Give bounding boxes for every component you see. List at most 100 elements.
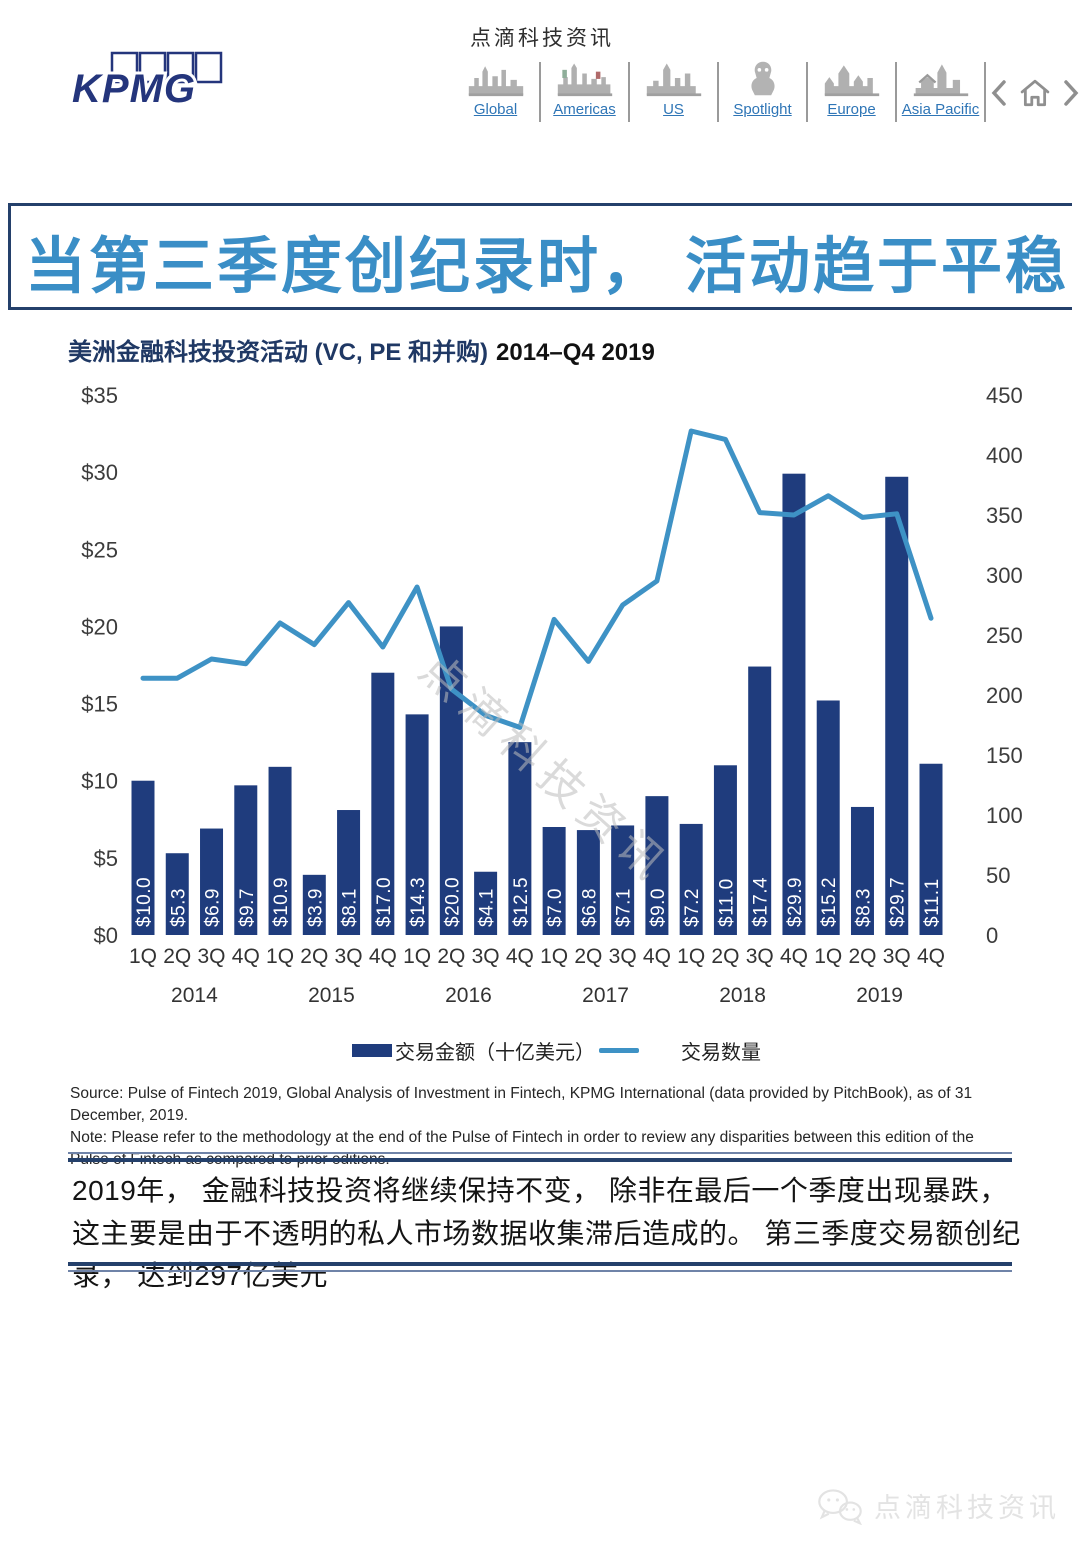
chevron-right-icon[interactable] [1060,78,1080,108]
svg-text:$14.3: $14.3 [408,877,429,927]
svg-text:$9.7: $9.7 [237,888,258,927]
svg-text:$20.0: $20.0 [442,877,463,927]
nav-label-global: Global [473,101,518,118]
home-icon[interactable] [1018,78,1052,108]
svg-text:$8.3: $8.3 [853,888,874,927]
us-skyline-icon [646,63,701,97]
svg-text:50: 50 [986,863,1010,888]
nav-label-americas: Americas [553,101,616,118]
nav-label-us: US [663,101,684,118]
svg-text:200: 200 [986,683,1023,708]
svg-text:150: 150 [986,743,1023,768]
kpmg-logo: KPMG [69,50,230,119]
svg-text:$5.3: $5.3 [168,888,189,927]
svg-text:100: 100 [986,803,1023,828]
svg-text:2Q: 2Q [437,945,465,968]
svg-text:1Q: 1Q [403,945,431,968]
svg-text:$6.8: $6.8 [579,888,600,927]
chart-heading-period: 2014–Q4 2019 [496,339,655,366]
nav-label-asia-pacific: Asia Pacific [901,101,980,118]
svg-text:2Q: 2Q [848,945,876,968]
svg-text:$7.2: $7.2 [682,888,703,927]
source-line: Source: Pulse of Fintech 2019, Global An… [70,1085,973,1124]
svg-text:1Q: 1Q [814,945,842,968]
kpmg-logo-text: KPMG [72,67,196,111]
spotlight-statue-icon [750,61,775,96]
channel-watermark-top: 点滴科技资讯 [470,26,614,50]
svg-text:$7.0: $7.0 [545,888,566,927]
svg-text:$35: $35 [81,383,118,408]
nav-label-europe: Europe [827,101,876,118]
nav-item-asia-pacific[interactable]: Asia Pacific [897,58,984,118]
svg-text:$5: $5 [94,846,118,871]
nav-separator [539,62,541,122]
svg-text:$11.0: $11.0 [716,878,737,927]
header-controls [988,78,1080,108]
svg-text:$30: $30 [81,460,118,485]
svg-text:4Q: 4Q [506,945,534,968]
svg-text:$15.2: $15.2 [819,877,840,927]
nav-item-global[interactable]: Global [452,58,539,118]
svg-text:$10.0: $10.0 [134,877,155,927]
legend-line-label: 交易数量 [681,1042,761,1064]
chart-legend: 交易金额（十亿美元） 交易数量 [352,1036,761,1065]
wechat-icon [818,1488,862,1525]
svg-text:$10: $10 [81,769,118,794]
americas-skyline-icon [557,63,612,97]
nav-separator [717,62,719,122]
svg-text:2017: 2017 [582,984,629,1007]
channel-watermark-footer: 点滴科技资讯 [814,1486,1060,1525]
svg-text:3Q: 3Q [746,945,774,968]
svg-text:2018: 2018 [719,984,766,1007]
svg-text:3Q: 3Q [609,945,637,968]
legend-line-swatch [599,1048,639,1053]
svg-text:$11.1: $11.1 [922,878,943,927]
svg-text:4Q: 4Q [917,945,945,968]
nav-item-us[interactable]: US [630,58,717,118]
nav-separator [628,62,630,122]
svg-text:$4.1: $4.1 [477,888,498,927]
nav-item-spotlight[interactable]: Spotlight [719,58,806,118]
divider-bottom [68,1262,1012,1272]
kpmg-logo-graphic: KPMG [69,51,223,114]
svg-text:$29.7: $29.7 [888,877,909,927]
footer-watermark-text: 点滴科技资讯 [874,1493,1060,1523]
nav-item-americas[interactable]: Americas [541,58,628,118]
svg-text:$10.9: $10.9 [271,877,292,927]
svg-text:4Q: 4Q [369,945,397,968]
nav-separator [895,62,897,122]
svg-text:1Q: 1Q [540,945,568,968]
svg-text:2Q: 2Q [163,945,191,968]
nav-label-spotlight: Spotlight [733,101,792,118]
asia-pacific-skyline-icon [913,64,968,97]
svg-text:1Q: 1Q [677,945,705,968]
svg-text:2Q: 2Q [711,945,739,968]
note-line: Note: Please refer to the methodology at… [70,1129,974,1168]
svg-text:3Q: 3Q [472,945,500,968]
svg-text:2014: 2014 [171,984,218,1007]
chart-heading: 美洲金融科技投资活动 (VC, PE 和并购) 2014–Q4 2019 [68,332,655,367]
svg-text:2Q: 2Q [574,945,602,968]
nav-separator [984,62,986,122]
svg-text:2016: 2016 [445,984,492,1007]
svg-text:$17.0: $17.0 [374,877,395,927]
svg-text:300: 300 [986,563,1023,588]
nav-item-europe[interactable]: Europe [808,58,895,118]
chart-heading-main: 美洲金融科技投资活动 (VC, PE 和并购) [68,339,489,366]
chevron-left-icon[interactable] [988,78,1010,108]
legend-bar-swatch [352,1044,392,1057]
svg-text:450: 450 [986,383,1023,408]
fintech-chart-svg: $35 $30 $25 $20 $15 $10 $5 $0 450 400 350 300 250 200… [81,383,1023,1007]
svg-text:3Q: 3Q [883,945,911,968]
svg-text:250: 250 [986,623,1023,648]
divider-top [68,1152,1012,1162]
europe-skyline-icon [824,65,879,97]
svg-text:$25: $25 [81,537,118,562]
svg-text:3Q: 3Q [198,945,226,968]
svg-text:1Q: 1Q [266,945,294,968]
region-nav: Global Americas US [452,58,986,122]
legend-bar-label: 交易金额（十亿美元） [395,1042,595,1064]
svg-text:400: 400 [986,443,1023,468]
svg-text:4Q: 4Q [232,945,260,968]
